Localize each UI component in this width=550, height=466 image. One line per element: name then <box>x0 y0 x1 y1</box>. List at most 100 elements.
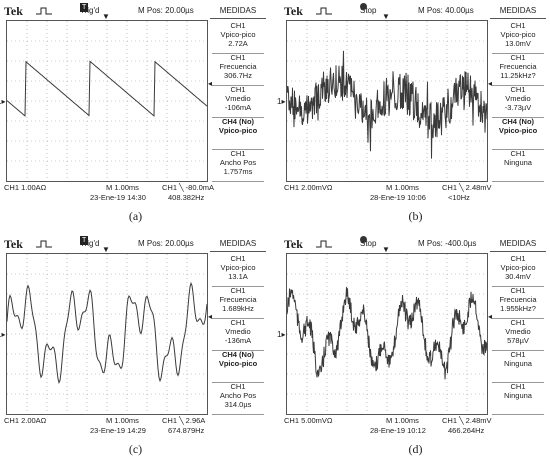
trigger-level-marker: ◂ <box>488 312 493 321</box>
horizontal-position: M Pos: 20.00µs <box>138 239 194 248</box>
measurement-line: 11.25kHz? <box>500 71 536 80</box>
measurement-line: Frecuencia <box>499 295 537 304</box>
measurement-slot[interactable]: CH1 Ancho Pos 1.757ms <box>212 149 264 182</box>
measurement-line: CH4 (No) <box>221 350 255 359</box>
horizontal-position: M Pos: -400.0µs <box>418 239 477 248</box>
measurement-line: CH1 <box>510 149 526 158</box>
measurement-slot[interactable]: CH1 Ninguna <box>492 350 544 383</box>
waveform-trace <box>7 281 207 385</box>
scope-readout-bar: CH1 2.00AΩ M 1.00ms CH1 ╲ 2.96A 23-Ene-19 1… <box>2 414 269 436</box>
scope-screen: ▼ 1▸ ◂ <box>277 245 492 415</box>
pulse-icon <box>316 3 332 19</box>
measure-menu-title: MEDIDAS <box>490 236 546 252</box>
measurement-slot[interactable]: CH1 Ancho Pos 314.0µs <box>212 382 264 415</box>
measurement-line: 13.1A <box>228 272 248 281</box>
measurement-line: CH1 <box>510 254 526 263</box>
measurement-slot[interactable]: CH1 Frecuencia 1.955kHz? <box>492 286 544 319</box>
measurement-line: CH1 <box>510 318 526 327</box>
measurement-slot[interactable]: CH1 Vpico-pico 13.0mV <box>492 21 544 54</box>
measurement-slot[interactable]: CH1 Frecuencia 306.7Hz <box>212 53 264 86</box>
measurement-line: Vmedio <box>505 327 531 336</box>
measure-menu: MEDIDAS CH1 Vpico-pico 2.72A CH1 Frecuencia 30… <box>210 3 266 182</box>
measurement-line: CH1 <box>510 382 526 391</box>
trigger-badge-icon: T <box>80 236 89 245</box>
measurement-line: Vpico-pico <box>218 359 258 368</box>
panel-caption: (c) <box>128 442 143 456</box>
measurement-slot[interactable]: CH1 Vpico-pico 13.1A <box>212 254 264 287</box>
measurement-slot[interactable]: CH1 Frecuencia 11.25kHz? <box>492 53 544 86</box>
measurement-line: Frecuencia <box>219 295 257 304</box>
brand-label: Tek <box>4 4 23 18</box>
pulse-icon <box>36 3 52 19</box>
measurement-line: 30.4mV <box>505 272 531 281</box>
measurement-slot[interactable]: CH4 (No) Vpico-pico <box>212 350 264 383</box>
brand-label: Tek <box>4 237 23 251</box>
scope-screen: ▼ 1▸ ◂ <box>0 12 212 182</box>
measurement-line: Vpico-pico <box>220 30 256 39</box>
measurement-slot[interactable]: CH1 Frecuencia 1.689kHz <box>212 286 264 319</box>
scope-status-bar: Tek Stop M Pos: 40.00µs <box>282 3 549 19</box>
measurement-line: CH4 (No) <box>501 117 535 126</box>
measurement-line: CH1 <box>230 53 246 62</box>
measurement-slot[interactable]: CH4 (No) Vpico-pico <box>212 117 264 150</box>
measurement-slot[interactable]: CH1 Vmedio -136mA <box>212 318 264 351</box>
waveform-trace <box>287 50 487 159</box>
scope-panel-d: Tek Stop M Pos: -400.0µs ▼ 1▸ ◂ MEDIDAS CH1 Vpic… <box>277 236 549 466</box>
measurement-line: CH1 <box>510 350 526 359</box>
measurement-line: Frecuencia <box>219 62 257 71</box>
channel-scale: CH1 2.00mVΩ <box>284 183 333 192</box>
trigger-position-marker: ▼ <box>102 12 110 21</box>
scope-screen: ▼ 1▸ ◂ <box>277 12 492 182</box>
trigger-position-marker: ▼ <box>102 245 110 254</box>
measurement-line: Ancho Pos <box>219 158 257 167</box>
measurement-line: CH1 <box>230 149 246 158</box>
measurement-line: Ninguna <box>504 158 532 167</box>
measurement-line: CH1 <box>510 286 526 295</box>
acquisition-status-text: Trig'd <box>80 239 100 248</box>
channel-ground-marker: 1▸ <box>0 97 6 106</box>
measurement-slot[interactable]: CH1 Vmedio -106mA <box>212 85 264 118</box>
measurement-line: -136mA <box>224 336 252 345</box>
graticule <box>287 254 487 414</box>
measurement-slot[interactable]: CH1 Vpico-pico 30.4mV <box>492 254 544 287</box>
measurement-slot[interactable]: CH1 Vmedio 578µV <box>492 318 544 351</box>
measurement-slot[interactable]: CH1 Ninguna <box>492 149 544 182</box>
measure-menu: MEDIDAS CH1 Vpico-pico 30.4mV CH1 Frecuencia 1… <box>490 236 546 415</box>
measure-menu-title: MEDIDAS <box>210 236 266 252</box>
measurement-line: CH1 <box>230 318 246 327</box>
measurement-slot[interactable]: CH1 Vmedio -3.73µV <box>492 85 544 118</box>
brand-label: Tek <box>284 4 303 18</box>
measurement-slot[interactable]: CH1 Vpico-pico 2.72A <box>212 21 264 54</box>
measurement-line: 1.757ms <box>223 167 253 176</box>
measurement-line: CH1 <box>510 85 526 94</box>
measurement-line: Vpico-pico <box>500 263 536 272</box>
trigger-position-marker: ▼ <box>382 245 390 254</box>
measurement-slot[interactable]: CH4 (No) Vpico-pico <box>492 117 544 150</box>
stop-dot-icon <box>360 236 367 243</box>
waveform-plot <box>7 21 207 181</box>
measurement-line: Vpico-pico <box>220 263 256 272</box>
channel-scale: CH1 2.00AΩ <box>4 416 47 425</box>
measurement-line: CH1 <box>230 254 246 263</box>
scope-panel-b: Tek Stop M Pos: 40.00µs ▼ 1▸ ◂ MEDIDAS CH1 Vpico… <box>277 3 549 233</box>
waveform-plot <box>287 254 487 414</box>
channel-scale: CH1 1.00AΩ <box>4 183 47 192</box>
measurement-line: 578µV <box>507 336 529 345</box>
trigger-position-marker: ▼ <box>382 12 390 21</box>
horizontal-position: M Pos: 20.00µs <box>138 6 194 15</box>
capture-date: 23-Ene-19 14:29 <box>90 426 146 435</box>
measurement-line: CH1 <box>510 53 526 62</box>
measure-menu-title: MEDIDAS <box>490 3 546 19</box>
measurement-line: CH1 <box>510 21 526 30</box>
measurement-line: 314.0µs <box>224 400 252 409</box>
measurement-line: CH4 (No) <box>221 117 255 126</box>
measurement-line: Vmedio <box>505 94 531 103</box>
measurement-line: CH1 <box>230 382 246 391</box>
waveform-trace <box>287 287 487 380</box>
trigger-level-marker: ◂ <box>208 79 213 88</box>
acquisition-status-text: Stop <box>360 6 377 15</box>
measurement-slot[interactable]: CH1 Ninguna <box>492 382 544 415</box>
trigger-badge-icon: T <box>80 3 89 12</box>
acquisition-status: T Trig'd <box>80 3 99 19</box>
